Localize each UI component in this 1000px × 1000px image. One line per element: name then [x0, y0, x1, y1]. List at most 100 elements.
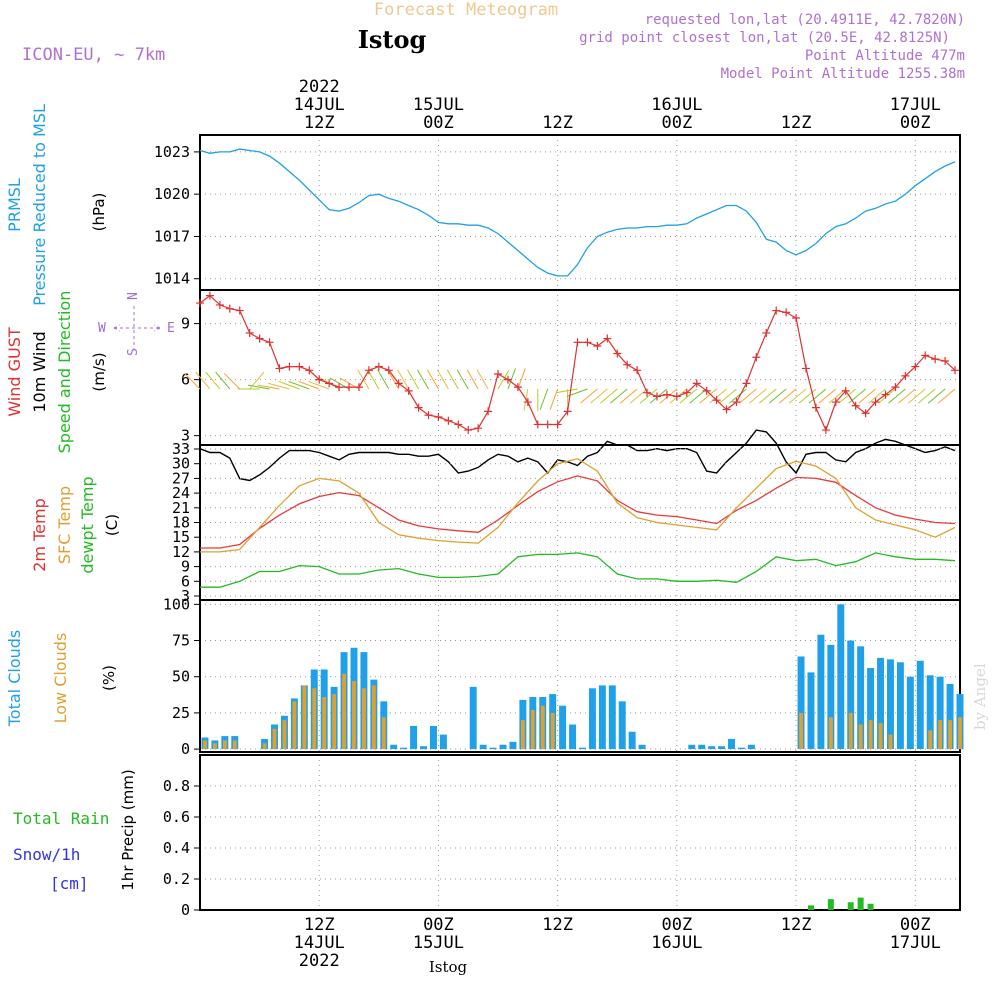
pressure-frame	[199, 134, 961, 291]
total-cloud-bar	[827, 644, 835, 750]
wind-label-10m: 10m Wind	[30, 331, 49, 412]
bottom-time-label: 00Z	[423, 915, 454, 935]
y-tick-label: 75	[172, 632, 190, 650]
low-cloud-bar	[828, 717, 833, 750]
total-cloud-bar	[569, 724, 577, 750]
bottom-time-label: 12Z	[304, 915, 335, 935]
wind-arrow	[927, 388, 946, 404]
model-label: ICON-EU, ~ 7km	[22, 45, 165, 65]
rain-bar	[808, 905, 814, 910]
wind-arrow	[659, 388, 678, 404]
top-time-label: 15JUL	[413, 95, 464, 115]
gust-marker	[354, 383, 363, 392]
gust-marker	[374, 362, 383, 371]
wind-arrow	[456, 369, 469, 390]
wind-arrow	[555, 388, 578, 394]
y-tick-label: 0	[181, 740, 190, 758]
compass-west: W	[98, 321, 106, 336]
wind-arrow	[397, 369, 410, 390]
gust-marker	[732, 398, 741, 407]
wind-arrow	[223, 373, 241, 390]
total-cloud-bar	[688, 744, 696, 750]
top-time-label: 2022	[299, 77, 340, 97]
low-cloud-bar	[878, 723, 883, 750]
wind-arrow	[308, 380, 330, 390]
top-time-label: 00Z	[423, 113, 454, 133]
y-tick-label: 1023	[154, 143, 190, 161]
wind-arrow	[426, 369, 439, 390]
gust-marker	[414, 403, 423, 412]
gust-marker	[513, 383, 522, 392]
gust-marker	[404, 386, 413, 395]
y-tick-label: 0.4	[163, 839, 190, 857]
compass-south: S	[126, 348, 141, 356]
gust-marker	[464, 426, 473, 435]
gust-marker	[503, 375, 512, 384]
bottom-time-label: 12Z	[781, 915, 812, 935]
wind-arrow	[788, 388, 807, 404]
gust-marker	[245, 328, 254, 337]
gust-marker	[285, 362, 294, 371]
gust-marker	[811, 403, 820, 412]
wind-arrow	[739, 388, 757, 404]
total-cloud-bar	[807, 672, 815, 750]
total-cloud-bar	[946, 683, 954, 750]
total-cloud-bar	[439, 734, 447, 750]
wind-label-speed-dir: Speed and Direction	[55, 291, 74, 454]
total-cloud-bar	[926, 675, 934, 750]
total-cloud-bar	[559, 705, 567, 750]
wind-arrow	[436, 369, 449, 390]
bottom-time-label: 15JUL	[413, 933, 464, 953]
low-cloud-bar	[282, 720, 287, 750]
wind-arrow	[184, 373, 201, 390]
bottom-time-label: 14JUL	[294, 933, 345, 953]
total-cloud-bar	[896, 662, 904, 750]
wind-unit: (m/s)	[90, 352, 108, 391]
pressure-line	[199, 148, 956, 277]
total-cloud-bar	[936, 676, 944, 750]
gust-marker	[295, 362, 304, 371]
precip-unit: 1hr Precip (mm)	[119, 769, 137, 890]
gust-marker	[543, 420, 552, 429]
wind-arrow	[917, 388, 936, 404]
gust-marker	[215, 300, 224, 309]
total-cloud-bar	[867, 668, 875, 750]
rain-bar	[867, 903, 874, 910]
total-cloud-bar	[489, 747, 497, 750]
gust-marker	[364, 366, 373, 375]
wind-arrow	[497, 369, 510, 390]
precip-panel: 0 0.2 0.4 0.6 0.8 Total Rain Snow/1h [cm] 1hr Pr…	[13, 754, 961, 919]
gust-marker	[474, 424, 483, 433]
wind-arrow	[768, 388, 787, 404]
wind-arrow	[387, 369, 400, 390]
total-cloud-bar	[479, 744, 487, 750]
precip-frame	[199, 754, 961, 911]
gust-marker	[583, 338, 592, 347]
clouds-panel: 0 25 50 75 100 Total Clouds Low Clouds (%)	[5, 595, 964, 758]
temp-line-1	[200, 458, 956, 553]
wind-arrow	[407, 369, 419, 390]
wind-arrow	[868, 388, 886, 404]
total-cloud-bar	[886, 659, 894, 750]
y-tick-label: 6	[181, 371, 190, 389]
y-tick-label: 9	[181, 315, 190, 333]
wind-arrow	[476, 369, 489, 390]
gust-marker	[265, 338, 274, 347]
bottom-time-label: 17JUL	[890, 933, 941, 953]
temp-line-0	[200, 475, 956, 549]
y-tick-label: 6	[181, 572, 190, 590]
y-tick-label: 1017	[154, 227, 190, 245]
gust-marker	[871, 398, 880, 407]
wind-arrow	[629, 388, 648, 404]
gust-marker	[662, 390, 671, 399]
wind-arrow	[507, 368, 516, 390]
compass-north: N	[126, 292, 141, 300]
gust-marker	[931, 355, 940, 364]
temp-line-2	[200, 552, 956, 588]
low-cloud-bar	[381, 717, 386, 750]
wind-arrow	[729, 388, 747, 404]
y-tick-label: 100	[163, 595, 190, 613]
